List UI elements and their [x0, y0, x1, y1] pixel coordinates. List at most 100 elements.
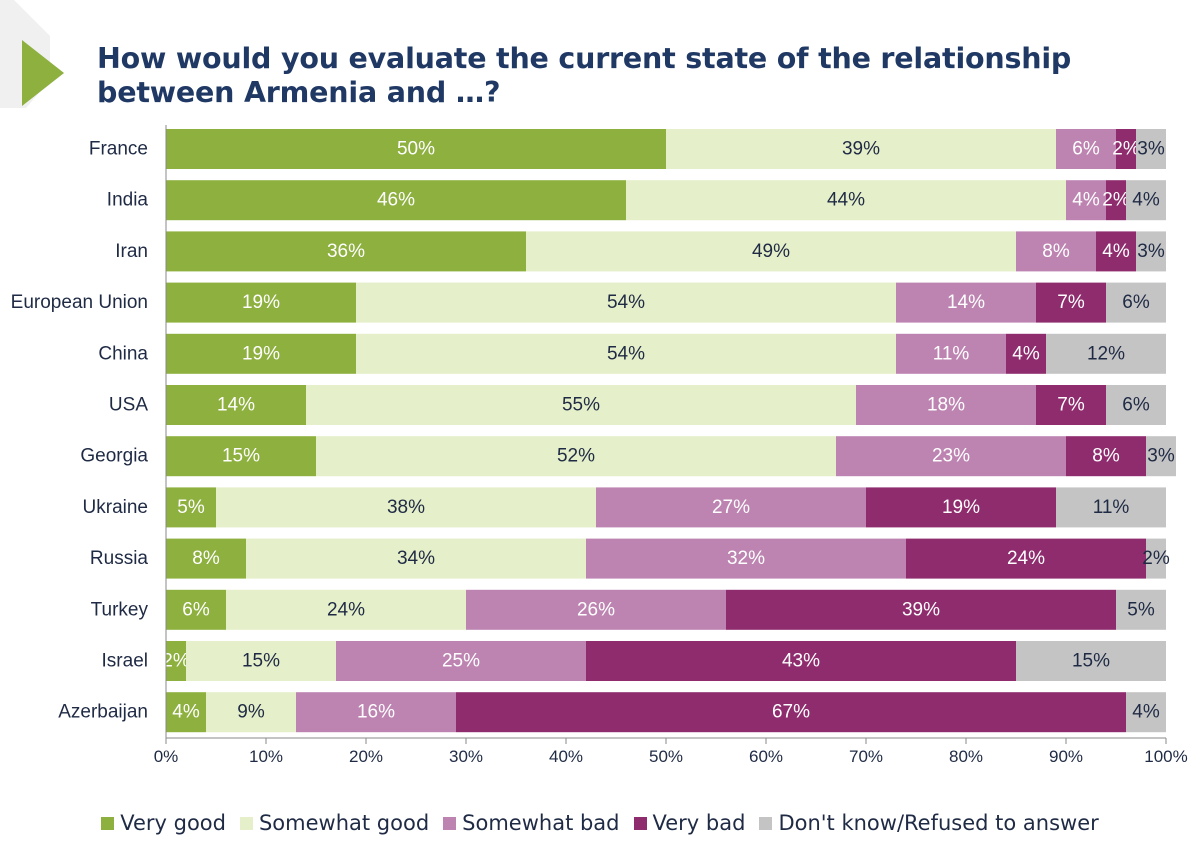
- bar-segment-somewhat-bad: [466, 589, 726, 630]
- data-label: 24%: [327, 599, 365, 620]
- bar-segment-somewhat-bad: [596, 487, 866, 528]
- bar-segment-don-t-know-refused-to-answer: [1056, 487, 1166, 528]
- arrow-decoration: [0, 0, 64, 108]
- category-label: Georgia: [80, 446, 148, 467]
- legend-swatch: [443, 816, 457, 830]
- data-label: 8%: [1092, 446, 1120, 467]
- play-arrow-icon: [22, 40, 64, 106]
- legend-label: Somewhat bad: [462, 811, 620, 835]
- data-label: 2%: [1142, 548, 1170, 569]
- data-label: 4%: [1012, 343, 1040, 364]
- category-label: India: [107, 190, 149, 211]
- bar-segment-somewhat-bad: [1016, 231, 1096, 272]
- bar-segment-don-t-know-refused-to-answer: [1126, 692, 1166, 733]
- data-label: 43%: [782, 651, 820, 672]
- legend-label: Very bad: [652, 811, 746, 835]
- legend-item-somewhat-good: Somewhat good: [239, 811, 430, 835]
- data-label: 5%: [177, 497, 205, 518]
- data-label: 25%: [442, 651, 480, 672]
- data-label: 6%: [1122, 395, 1150, 416]
- data-label: 15%: [242, 651, 280, 672]
- bar-segment-very-bad: [866, 487, 1056, 528]
- legend-item-very-bad: Very bad: [633, 811, 746, 835]
- data-label: 27%: [712, 497, 750, 518]
- category-label: France: [89, 139, 148, 160]
- bar-segment-don-t-know-refused-to-answer: [1136, 129, 1166, 169]
- bar-segment-somewhat-good: [306, 385, 856, 425]
- bar-segment-very-good: [166, 641, 186, 681]
- data-label: 8%: [192, 548, 220, 569]
- bar-segment-somewhat-bad: [336, 641, 586, 681]
- bar-segment-very-bad: [1036, 385, 1106, 425]
- data-label: 19%: [242, 292, 280, 313]
- data-label: 6%: [1072, 139, 1100, 160]
- data-label: 7%: [1057, 292, 1085, 313]
- bar-segment-very-good: [166, 589, 226, 630]
- bar-segment-somewhat-good: [226, 589, 466, 630]
- x-tick-label: 80%: [949, 747, 983, 766]
- data-label: 26%: [577, 599, 615, 620]
- legend-swatch: [239, 816, 253, 830]
- data-label: 49%: [752, 241, 790, 262]
- bar-segment-somewhat-bad: [896, 282, 1036, 323]
- category-label: Turkey: [91, 599, 149, 620]
- legend-item-very-good: Very good: [101, 811, 226, 835]
- category-label: Iran: [115, 241, 148, 262]
- data-label: 54%: [607, 343, 645, 364]
- bar-segment-very-bad: [586, 641, 1016, 681]
- data-label: 14%: [217, 395, 255, 416]
- data-label: 4%: [172, 702, 200, 723]
- bar-segment-somewhat-good: [216, 487, 596, 528]
- data-label: 9%: [237, 702, 265, 723]
- x-tick-label: 0%: [154, 747, 179, 766]
- bar-segment-somewhat-good: [246, 538, 586, 579]
- x-tick-label: 30%: [449, 747, 483, 766]
- bar-segment-don-t-know-refused-to-answer: [1146, 538, 1166, 579]
- data-label: 23%: [932, 446, 970, 467]
- bar-segment-very-good: [166, 231, 526, 272]
- category-label: Ukraine: [83, 497, 148, 518]
- category-label: USA: [109, 395, 148, 416]
- chart-legend: Very good Somewhat good Somewhat bad Very b…: [0, 809, 1200, 837]
- data-label: 44%: [827, 190, 865, 211]
- x-tick-label: 50%: [649, 747, 683, 766]
- bar-segment-don-t-know-refused-to-answer: [1116, 589, 1166, 630]
- legend-swatch: [633, 816, 647, 830]
- bar-segment-very-bad: [1106, 180, 1126, 221]
- category-label: China: [98, 343, 148, 364]
- data-label: 16%: [357, 702, 395, 723]
- data-label: 6%: [182, 599, 210, 620]
- legend-label: Somewhat good: [258, 811, 430, 835]
- bar-segment-somewhat-bad: [586, 538, 906, 579]
- data-label: 4%: [1132, 190, 1160, 211]
- bar-segment-somewhat-good: [356, 282, 896, 323]
- data-label: 19%: [942, 497, 980, 518]
- data-label: 3%: [1137, 139, 1165, 160]
- bar-segment-somewhat-good: [316, 436, 836, 477]
- data-label: 2%: [162, 651, 190, 672]
- bar-segment-somewhat-bad: [836, 436, 1066, 477]
- x-tick-label: 60%: [749, 747, 783, 766]
- data-label: 3%: [1147, 446, 1175, 467]
- data-label: 2%: [1102, 190, 1130, 211]
- bar-segment-somewhat-bad: [296, 692, 456, 733]
- bar-segment-very-bad: [456, 692, 1126, 733]
- data-label: 4%: [1132, 702, 1160, 723]
- bar-segment-somewhat-good: [356, 333, 896, 374]
- bar-segment-somewhat-good: [206, 692, 296, 733]
- data-label: 55%: [562, 395, 600, 416]
- bar-segment-very-bad: [1066, 436, 1146, 477]
- data-label: 12%: [1087, 343, 1125, 364]
- data-label: 39%: [842, 139, 880, 160]
- data-label: 39%: [902, 599, 940, 620]
- bar-segment-don-t-know-refused-to-answer: [1106, 282, 1166, 323]
- data-label: 3%: [1137, 241, 1165, 262]
- x-tick-label: 70%: [849, 747, 883, 766]
- bar-segment-very-bad: [906, 538, 1146, 579]
- bar-segment-don-t-know-refused-to-answer: [1146, 436, 1176, 477]
- data-label: 11%: [933, 343, 970, 364]
- data-label: 15%: [222, 446, 260, 467]
- x-tick-label: 20%: [349, 747, 383, 766]
- bar-segment-somewhat-good: [526, 231, 1016, 272]
- bar-segment-very-good: [166, 333, 356, 374]
